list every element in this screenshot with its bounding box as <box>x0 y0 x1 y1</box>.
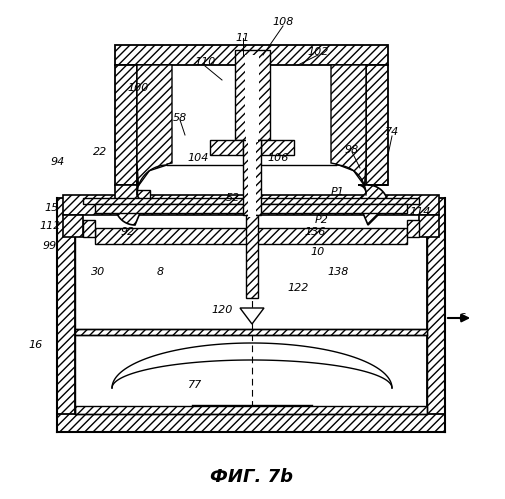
Polygon shape <box>115 185 150 200</box>
Text: 74: 74 <box>385 127 399 137</box>
Polygon shape <box>115 65 137 185</box>
Text: 94: 94 <box>51 157 65 167</box>
Polygon shape <box>75 406 427 414</box>
Polygon shape <box>331 65 366 186</box>
Text: 8: 8 <box>157 267 164 277</box>
Text: 100: 100 <box>127 83 148 93</box>
Polygon shape <box>240 308 264 324</box>
Text: P1: P1 <box>331 187 345 197</box>
Polygon shape <box>246 215 258 298</box>
Bar <box>248 138 256 217</box>
Text: 136: 136 <box>305 227 326 237</box>
Polygon shape <box>427 198 445 432</box>
Bar <box>246 71 258 142</box>
Polygon shape <box>358 185 388 225</box>
Polygon shape <box>83 220 95 237</box>
Polygon shape <box>63 215 83 237</box>
Polygon shape <box>115 185 145 225</box>
Polygon shape <box>407 220 419 237</box>
Text: 22: 22 <box>93 147 107 157</box>
Polygon shape <box>95 204 407 213</box>
Text: 138: 138 <box>327 267 348 277</box>
Text: 92: 92 <box>121 227 135 237</box>
Text: 77: 77 <box>188 380 202 390</box>
Text: 10: 10 <box>311 247 325 257</box>
Text: 102: 102 <box>308 47 329 57</box>
Polygon shape <box>115 45 388 65</box>
Text: 6: 6 <box>459 313 466 323</box>
Polygon shape <box>419 215 439 237</box>
Polygon shape <box>57 414 445 432</box>
Text: 112: 112 <box>39 221 61 231</box>
Text: P2: P2 <box>315 215 329 225</box>
Text: 122: 122 <box>287 283 309 293</box>
Text: 98: 98 <box>345 145 359 155</box>
Polygon shape <box>261 140 294 155</box>
Text: 52: 52 <box>226 193 240 203</box>
Text: ФИГ. 7b: ФИГ. 7b <box>211 468 293 486</box>
Bar <box>245 55 259 135</box>
Polygon shape <box>210 140 243 155</box>
Text: 58: 58 <box>173 113 187 123</box>
Text: 108: 108 <box>272 17 294 27</box>
Polygon shape <box>234 50 270 140</box>
Polygon shape <box>366 65 388 185</box>
Text: 120: 120 <box>211 305 233 315</box>
Text: 106: 106 <box>267 153 289 163</box>
Polygon shape <box>57 198 75 432</box>
Text: 15: 15 <box>45 203 59 213</box>
Text: 104: 104 <box>187 153 209 163</box>
Polygon shape <box>243 140 261 215</box>
Bar <box>75 180 427 414</box>
Text: 99: 99 <box>43 241 57 251</box>
Bar <box>75 329 427 335</box>
Polygon shape <box>63 195 439 215</box>
Text: 11: 11 <box>236 33 250 43</box>
Text: 16: 16 <box>29 340 43 350</box>
Polygon shape <box>83 198 419 204</box>
Polygon shape <box>137 65 172 186</box>
Text: 114: 114 <box>410 207 431 217</box>
Polygon shape <box>95 228 407 244</box>
Text: 110: 110 <box>194 57 216 67</box>
Text: 30: 30 <box>91 267 105 277</box>
Polygon shape <box>137 163 159 185</box>
